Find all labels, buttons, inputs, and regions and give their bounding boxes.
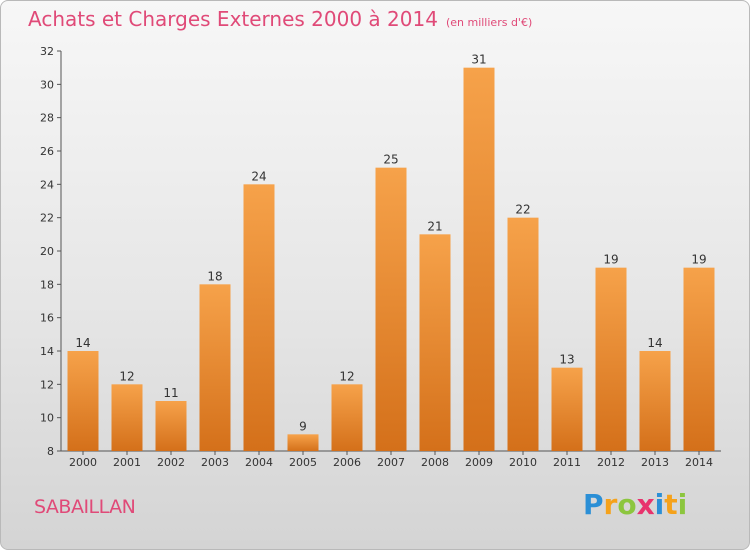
value-labels: 14 12 11 18 24 9 12 25 21 31 22 13 19 14 19 [75,53,706,434]
y-tick-label: 28 [40,112,54,125]
data-label-2013: 14 [647,336,662,350]
chart-unit: (en milliers d'€) [445,16,533,29]
y-tick-label: 8 [47,445,54,458]
bar-2012 [595,267,627,451]
y-tick-label: 12 [40,378,54,391]
bar-2010 [507,217,539,451]
bar-2005 [287,434,319,451]
bar-2003 [199,284,231,451]
bars [67,67,715,452]
x-tick-label-2009: 2009 [465,456,493,469]
bar-2007 [375,167,407,451]
x-tick-label-2008: 2008 [421,456,449,469]
proxiti-logo: Proxiti [583,488,687,521]
x-tick-label-2010: 2010 [509,456,537,469]
y-tick-label: 10 [40,412,54,425]
y-tick-label: 26 [40,145,54,158]
data-label-2004: 24 [251,169,266,183]
chart-title: Achats et Charges Externes 2000 à 2014 [28,7,438,31]
x-tick-label-2012: 2012 [597,456,625,469]
logo-letter: x [636,488,655,521]
x-tick-label-2005: 2005 [289,456,317,469]
y-tick-label: 20 [40,245,54,258]
y-tick-label: 22 [40,212,54,225]
y-tick-label: 18 [40,278,54,291]
bar-2011 [551,367,583,451]
bar-2006 [331,384,363,451]
data-label-2006: 12 [339,369,354,383]
y-tick-label: 32 [40,45,54,58]
bar-2000 [67,351,99,451]
logo-letter: r [603,488,618,521]
bar-2014 [683,267,715,451]
y-tick-label: 14 [40,345,54,358]
x-tick-label-2013: 2013 [641,456,669,469]
data-label-2001: 12 [119,369,134,383]
x-tick-label-2006: 2006 [333,456,361,469]
x-tick-label-2000: 2000 [69,456,97,469]
data-label-2000: 14 [75,336,90,350]
bar-2004 [243,184,275,452]
bar-2009 [463,67,495,452]
bar-2002 [155,401,187,451]
data-label-2007: 25 [383,153,398,167]
data-label-2005: 9 [299,419,307,433]
x-tick-label-2003: 2003 [201,456,229,469]
data-label-2002: 11 [163,386,178,400]
data-label-2008: 21 [427,219,442,233]
logo-letter: t [664,488,678,521]
y-tick-label: 30 [40,78,54,91]
data-label-2003: 18 [207,269,222,283]
x-tick-label-2004: 2004 [245,456,273,469]
y-tick-label: 16 [40,312,54,325]
data-label-2011: 13 [559,353,574,367]
axes: 8 10 12 14 16 18 20 22 24 26 28 30 32 2000 2001 2002 200… [40,45,721,469]
x-tick-label-2011: 2011 [553,456,581,469]
data-label-2009: 31 [471,53,486,67]
logo-letter: i [677,488,688,521]
bar-2001 [111,384,143,451]
title-row: Achats et Charges Externes 2000 à 2014 (e… [28,7,532,31]
bar-2008 [419,234,451,451]
x-tick-label-2001: 2001 [113,456,141,469]
bar-2013 [639,351,671,451]
logo-letter: o [617,488,637,521]
commune-name: SABAILLAN [34,496,136,518]
x-tick-label-2002: 2002 [157,456,185,469]
data-label-2012: 19 [603,253,618,267]
data-label-2014: 19 [691,253,706,267]
logo-letter: i [654,488,665,521]
x-tick-label-2007: 2007 [377,456,405,469]
logo-letter: P [583,488,604,521]
y-tick-label: 24 [40,178,54,191]
x-tick-label-2014: 2014 [685,456,713,469]
data-label-2010: 22 [515,203,530,217]
